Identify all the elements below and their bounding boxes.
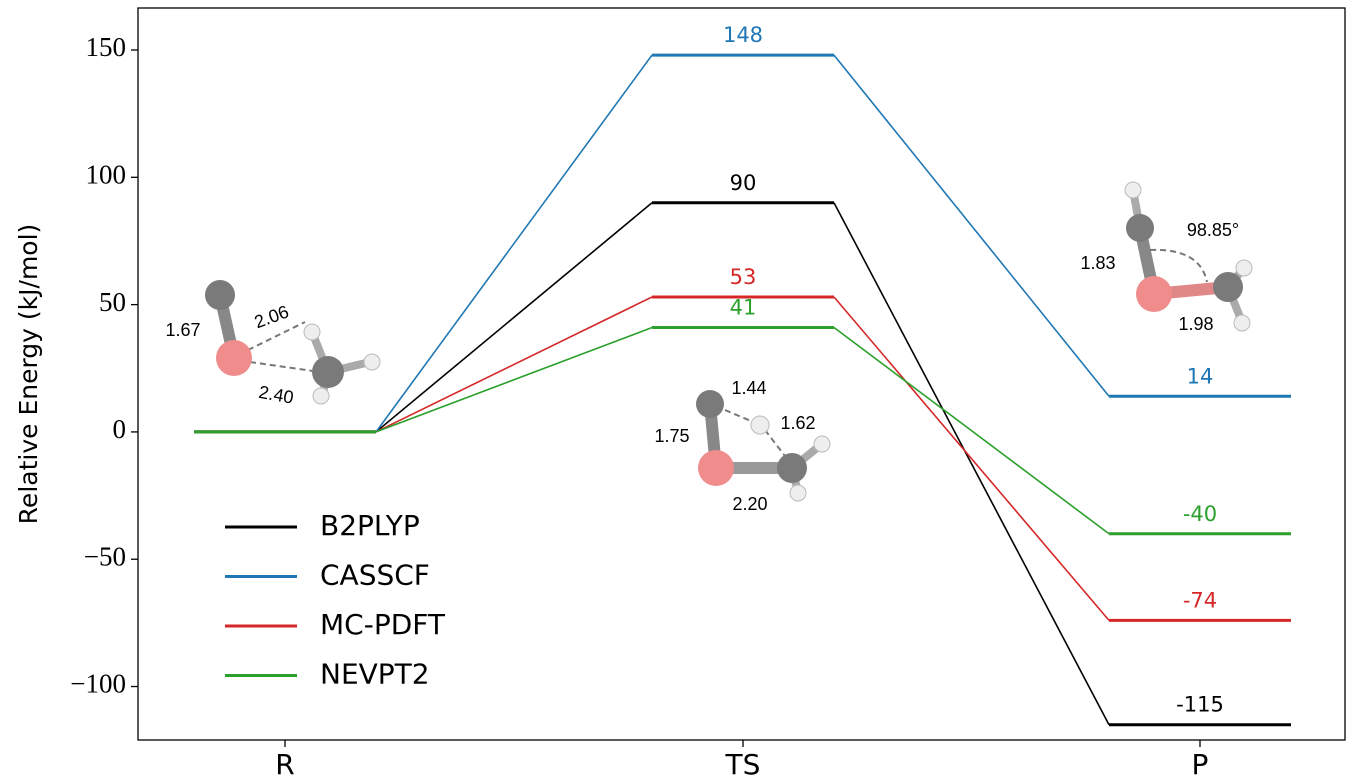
legend-label: CASSCF (320, 559, 430, 592)
connector (375, 202, 653, 433)
legend-label: MC-PDFT (320, 608, 446, 641)
connector (375, 296, 653, 433)
plot-frame (137, 7, 1346, 741)
annotation: 1.67 (165, 320, 200, 340)
y-tick-label: 150 (86, 32, 127, 62)
annotation: 98.85° (1187, 220, 1239, 240)
value-label: 148 (723, 23, 763, 47)
y-axis-label: Relative Energy (kJ/mol) (14, 224, 43, 525)
annotation: 1.98 (1178, 314, 1213, 334)
value-label: 41 (730, 296, 757, 320)
y-tick-label: 0 (113, 414, 127, 444)
value-label: 53 (730, 265, 757, 289)
connector (375, 54, 653, 433)
value-label: 14 (1187, 364, 1214, 388)
annotation: 2.40 (257, 382, 295, 408)
legend-label: B2PLYP (320, 509, 420, 542)
x-tick-label: TS (725, 748, 761, 779)
connector (833, 202, 1110, 726)
value-label: -74 (1183, 588, 1217, 612)
x-tick-label: R (275, 748, 294, 779)
annotation: 1.44 (731, 378, 766, 398)
value-label: 90 (730, 171, 757, 195)
connector (833, 326, 1110, 535)
x-tick-label: P (1192, 748, 1209, 779)
value-label: -115 (1176, 693, 1224, 717)
annotation: 1.75 (654, 426, 689, 446)
molecules (205, 181, 1253, 502)
connector (833, 54, 1110, 397)
legend-label: NEVPT2 (320, 658, 430, 691)
annotation: 1.62 (780, 413, 815, 433)
connector (375, 326, 653, 433)
value-label: -40 (1183, 502, 1217, 526)
y-tick-label: 100 (86, 160, 127, 190)
y-tick-label: −50 (84, 541, 126, 571)
y-tick-label: 50 (99, 287, 126, 317)
annotation: 1.83 (1080, 253, 1115, 273)
y-tick-label: −100 (70, 669, 126, 699)
connector (833, 296, 1110, 621)
annotation: 2.06 (252, 301, 292, 332)
annotation: 2.20 (732, 494, 767, 514)
